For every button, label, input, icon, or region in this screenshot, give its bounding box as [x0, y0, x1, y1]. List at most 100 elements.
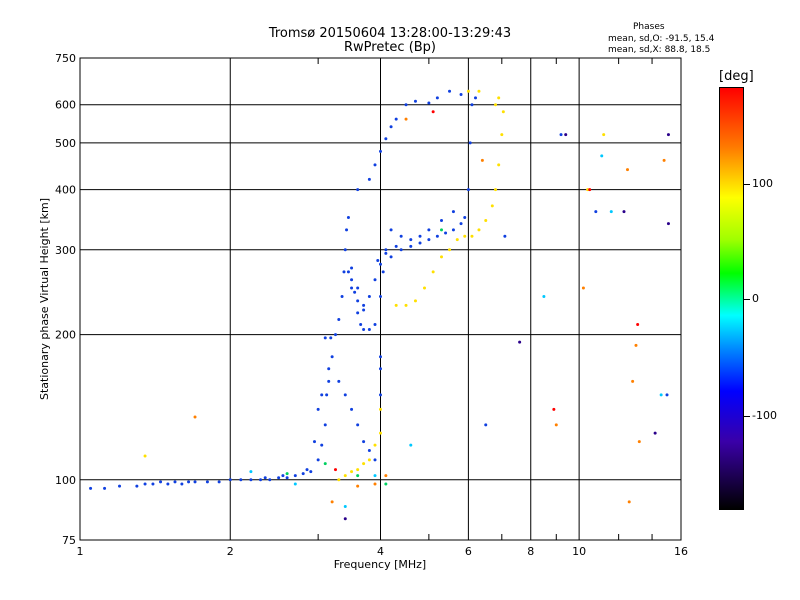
data-point: [631, 379, 635, 383]
y-tick-label: 400: [55, 184, 76, 197]
data-point: [625, 168, 629, 172]
data-point: [484, 219, 488, 223]
data-point: [490, 204, 494, 208]
data-point: [666, 133, 670, 137]
data-point: [249, 478, 253, 482]
data-point: [159, 480, 163, 484]
data-point: [329, 336, 333, 340]
data-point: [345, 228, 349, 232]
data-point: [637, 440, 641, 444]
x-tick-label: 1: [77, 545, 84, 558]
phase-stats-x: mean, sd,X: 88.8, 18.5: [608, 45, 711, 55]
data-point: [193, 480, 197, 484]
data-point: [455, 238, 459, 242]
data-point: [259, 478, 263, 482]
data-point: [362, 440, 366, 444]
y-tick-label: 75: [62, 534, 76, 547]
data-point: [500, 133, 504, 137]
data-point: [143, 454, 147, 458]
phase-colorbar: [719, 87, 744, 510]
data-point: [404, 117, 408, 121]
data-point: [346, 216, 350, 220]
data-point: [503, 234, 507, 238]
data-point: [193, 415, 197, 419]
y-axis-label: Stationary phase Virtual Height [km]: [38, 198, 51, 400]
data-point: [309, 470, 313, 474]
data-point: [451, 228, 455, 232]
data-point: [501, 110, 505, 114]
data-point: [373, 458, 377, 462]
data-point: [435, 96, 439, 100]
data-point: [367, 177, 371, 181]
data-point: [484, 423, 488, 427]
data-point: [373, 278, 377, 282]
data-point: [379, 295, 382, 299]
data-point: [440, 255, 444, 259]
data-point: [379, 407, 382, 411]
data-point: [559, 133, 563, 137]
data-point: [330, 355, 334, 359]
data-point: [373, 482, 377, 486]
data-point: [350, 470, 354, 474]
grid-layer: [80, 58, 681, 540]
data-point: [581, 286, 585, 290]
data-point: [143, 482, 147, 486]
data-point: [135, 484, 139, 488]
data-point: [373, 443, 377, 447]
data-point: [327, 379, 331, 383]
data-point: [173, 480, 177, 484]
data-point: [330, 500, 334, 504]
data-point: [653, 431, 657, 435]
data-point: [468, 141, 472, 145]
data-point: [399, 248, 403, 252]
x-axis-label: Frequency [MHz]: [334, 558, 426, 571]
data-point: [356, 286, 360, 290]
data-point: [350, 286, 354, 290]
data-point: [379, 393, 382, 397]
data-point: [413, 299, 417, 303]
data-point: [217, 480, 221, 484]
data-point: [327, 367, 331, 371]
data-point: [277, 476, 281, 480]
y-tick-label: 300: [55, 244, 76, 257]
x-tick-label: 10: [572, 545, 586, 558]
data-point: [187, 480, 191, 484]
data-point: [356, 474, 360, 478]
data-point: [627, 500, 631, 504]
data-point: [312, 440, 316, 444]
data-point: [373, 474, 377, 478]
data-point: [594, 210, 598, 214]
data-point: [384, 474, 388, 478]
data-point: [343, 393, 347, 397]
data-point: [463, 216, 467, 220]
data-point: [239, 478, 243, 482]
data-point: [404, 303, 408, 307]
data-point: [379, 431, 382, 435]
data-point: [422, 286, 426, 290]
data-point: [263, 476, 267, 480]
data-point: [353, 290, 357, 294]
data-point: [362, 328, 366, 332]
data-point: [552, 407, 556, 411]
x-tick-label: 8: [527, 545, 534, 558]
data-point: [431, 110, 435, 114]
data-point: [389, 125, 393, 129]
data-point: [281, 474, 285, 478]
data-point: [301, 472, 305, 476]
data-point: [367, 449, 371, 453]
data-point: [337, 478, 341, 482]
data-point: [285, 476, 289, 480]
data-point: [394, 117, 398, 121]
data-point: [470, 103, 474, 107]
data-point: [103, 486, 107, 490]
data-point: [180, 482, 184, 486]
colorbar-label-minus100: -100: [752, 409, 777, 422]
data-point: [356, 484, 360, 488]
data-point: [346, 270, 350, 274]
data-point: [518, 340, 522, 344]
data-point: [394, 244, 398, 248]
data-point: [249, 470, 253, 474]
data-point: [459, 92, 463, 96]
data-point: [384, 137, 388, 141]
data-point: [323, 336, 327, 340]
